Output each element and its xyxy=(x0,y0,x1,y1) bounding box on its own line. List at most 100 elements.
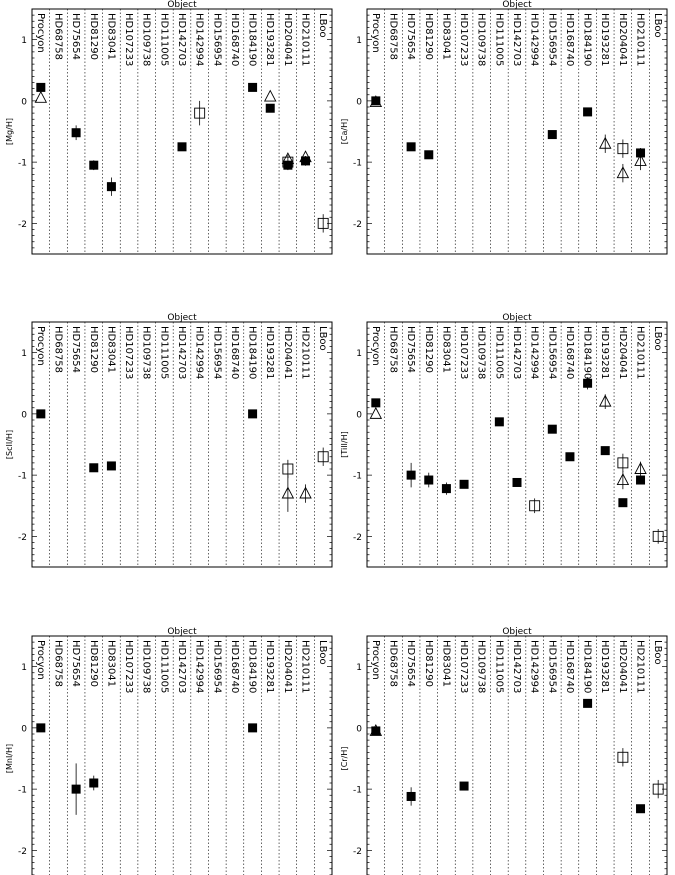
tick-label: HD75654 xyxy=(70,326,81,373)
tick-label: Procyon xyxy=(35,13,46,53)
tick-label: HD109738 xyxy=(476,326,487,379)
data-point xyxy=(36,409,46,419)
tick-label: HD184190 xyxy=(582,640,593,693)
x-axis-label: Object xyxy=(167,313,197,323)
data-point xyxy=(371,398,381,408)
tick-label: HD156954 xyxy=(211,640,222,693)
tick-label: HD204041 xyxy=(282,13,293,66)
data-point xyxy=(583,107,593,117)
data-point xyxy=(636,475,646,485)
tick-label: HD107233 xyxy=(123,326,134,379)
tick-label: -1 xyxy=(18,159,27,169)
tick-label: HD168740 xyxy=(564,640,575,693)
tick-label: HD204041 xyxy=(617,640,628,693)
tick-label: HD75654 xyxy=(70,13,81,60)
tick-label: Procyon xyxy=(370,640,381,680)
data-point xyxy=(547,424,557,434)
tick-label: HD142994 xyxy=(529,326,540,379)
data-point xyxy=(459,479,469,489)
tick-label: HD111005 xyxy=(493,640,504,693)
y-axis-label: [Cr/H] xyxy=(340,747,349,771)
data-point xyxy=(265,103,275,113)
x-axis-label: Object xyxy=(502,313,532,323)
tick-label: HD204041 xyxy=(617,326,628,379)
tick-label: HD156954 xyxy=(546,13,557,66)
y-axis-label: [MnI/H] xyxy=(5,744,14,773)
tick-label: LBoo xyxy=(652,13,663,38)
tick-label: HD210111 xyxy=(635,640,646,693)
tick-label: HD193281 xyxy=(599,326,610,379)
data-point xyxy=(281,152,295,165)
data-point xyxy=(406,791,416,801)
x-axis-label: Object xyxy=(502,627,532,637)
tick-label: -2 xyxy=(18,533,27,543)
tick-label: HD142994 xyxy=(194,326,205,379)
tick-label: 1 xyxy=(356,36,362,46)
y-axis-label: [Mg/H] xyxy=(5,118,14,145)
tick-label: HD107233 xyxy=(458,640,469,693)
tick-label: HD68758 xyxy=(387,640,398,687)
tick-label: HD168740 xyxy=(564,13,575,66)
tick-label: HD193281 xyxy=(264,13,275,66)
tick-label: HD184190 xyxy=(582,326,593,379)
tick-label: HD68758 xyxy=(387,13,398,60)
data-point xyxy=(299,150,312,163)
tick-label: 0 xyxy=(21,724,27,734)
tick-label: 0 xyxy=(21,410,27,420)
tick-label: HD111005 xyxy=(493,326,504,379)
tick-label: HD81290 xyxy=(88,13,99,60)
tick-label: HD109738 xyxy=(476,640,487,693)
tick-label: HD83041 xyxy=(105,640,116,687)
tick-label: HD204041 xyxy=(617,13,628,66)
tick-label: HD193281 xyxy=(599,13,610,66)
tick-label: 1 xyxy=(356,663,362,673)
tick-label: 0 xyxy=(356,724,362,734)
data-point xyxy=(512,477,522,487)
tick-label: HD107233 xyxy=(123,13,134,66)
tick-label: HD156954 xyxy=(546,326,557,379)
tick-label: HD142703 xyxy=(511,13,522,66)
data-point xyxy=(617,751,629,763)
tick-label: HD142994 xyxy=(529,640,540,693)
tick-label: HD168740 xyxy=(564,326,575,379)
tick-label: HD156954 xyxy=(546,640,557,693)
data-point xyxy=(616,166,630,179)
tick-label: Procyon xyxy=(370,326,381,366)
tick-label: HD111005 xyxy=(158,640,169,693)
x-axis-label: Object xyxy=(502,0,532,10)
data-point xyxy=(494,417,504,427)
data-point xyxy=(299,486,312,499)
data-point xyxy=(617,143,629,155)
data-point xyxy=(282,463,294,475)
data-point xyxy=(71,128,81,138)
tick-label: HD81290 xyxy=(423,326,434,373)
tick-label: HD75654 xyxy=(405,640,416,687)
tick-label: HD81290 xyxy=(423,13,434,60)
tick-label: HD68758 xyxy=(387,326,398,373)
data-point xyxy=(317,217,329,229)
x-axis-label: Object xyxy=(167,0,197,10)
tick-label: 1 xyxy=(21,36,27,46)
tick-label: HD111005 xyxy=(158,326,169,379)
data-point xyxy=(634,462,647,474)
data-point xyxy=(263,89,277,102)
data-point xyxy=(371,96,381,106)
tick-label: HD142994 xyxy=(194,13,205,66)
tick-label: LBoo xyxy=(317,326,328,351)
chart-panel: Object Procyon HD68758 HD75654 HD81290 HD8304… xyxy=(340,627,668,875)
data-point xyxy=(369,723,383,736)
data-point xyxy=(547,130,557,140)
tick-label: HD83041 xyxy=(105,326,116,373)
tick-label: HD81290 xyxy=(88,640,99,687)
tick-label: 0 xyxy=(356,97,362,107)
data-point xyxy=(565,452,575,462)
data-point xyxy=(281,486,295,499)
data-point xyxy=(36,723,46,733)
data-point xyxy=(34,90,48,103)
tick-label: HD204041 xyxy=(282,326,293,379)
tick-label: 0 xyxy=(356,410,362,420)
tick-label: HD193281 xyxy=(599,640,610,693)
tick-label: HD193281 xyxy=(264,326,275,379)
y-axis-label: [ScII/H] xyxy=(5,430,14,459)
